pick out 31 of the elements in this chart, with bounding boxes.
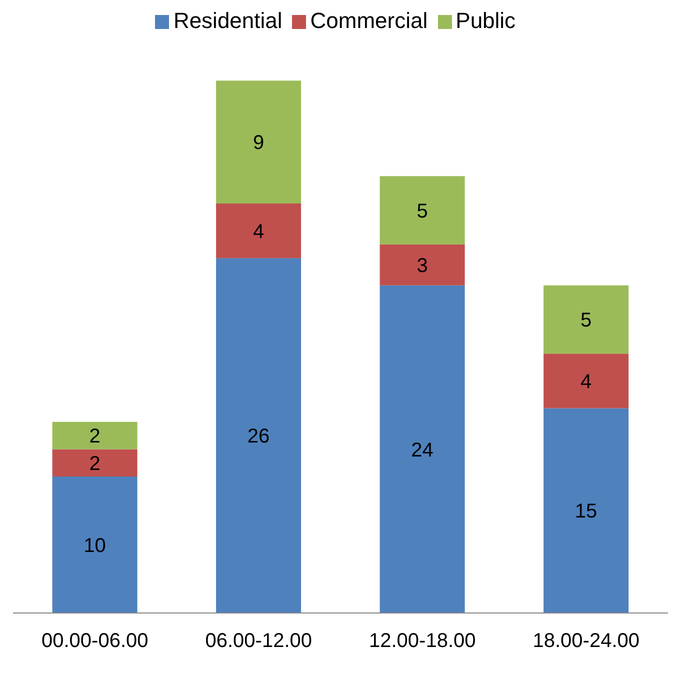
bar (544, 285, 629, 354)
bar (52, 449, 138, 476)
x-tick-label: 00.00-06.00 (41, 630, 148, 652)
data-label: 2 (89, 426, 100, 448)
data-label: 10 (84, 534, 106, 557)
data-label: 26 (247, 426, 270, 448)
bar (216, 258, 302, 613)
data-label: 5 (580, 310, 592, 332)
legend-label: Commercial (310, 8, 428, 33)
data-label: 4 (580, 371, 592, 394)
bar (216, 80, 302, 204)
legend-label: Public (456, 8, 516, 33)
bar (380, 176, 465, 244)
x-tick-label: 18.00-24.00 (532, 630, 640, 652)
data-label: 5 (416, 200, 428, 222)
data-label: 15 (574, 500, 598, 523)
data-label: 9 (252, 132, 264, 154)
bar (380, 244, 465, 286)
data-label: 2 (89, 452, 100, 475)
data-label: 3 (416, 255, 428, 278)
data-label: 4 (252, 220, 264, 243)
bar (216, 203, 302, 258)
bar (380, 285, 465, 613)
bar (52, 476, 138, 613)
bar (544, 354, 629, 408)
data-label: 24 (411, 439, 434, 462)
x-tick-label: 06.00-12.00 (205, 630, 312, 652)
bar (544, 408, 629, 613)
legend-label: Residential (173, 8, 282, 33)
bar (52, 422, 138, 450)
x-tick-label: 12.00-18.00 (368, 630, 476, 652)
